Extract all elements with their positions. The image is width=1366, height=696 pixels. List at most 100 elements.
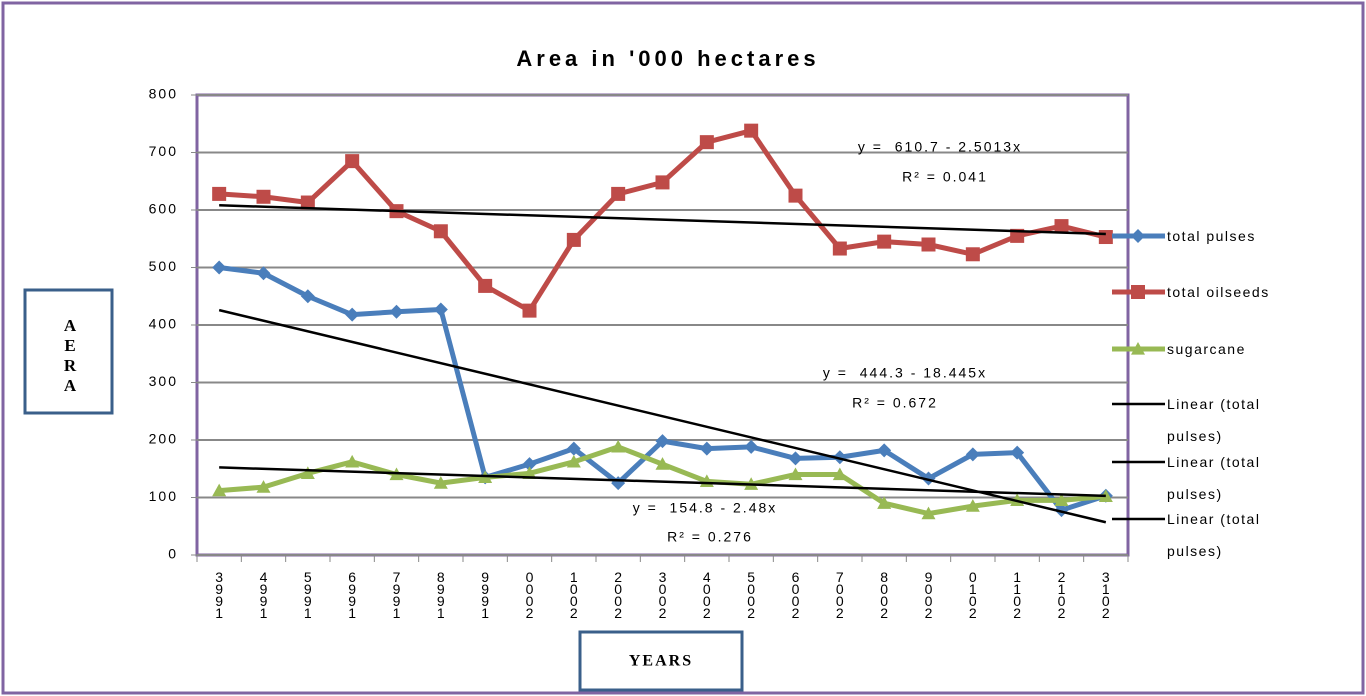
marker xyxy=(433,224,448,239)
marker xyxy=(877,496,892,509)
y-tick-label: 200 xyxy=(149,431,178,447)
x-axis-box xyxy=(578,630,744,692)
marker xyxy=(256,266,271,281)
x-tick-label: 1997 xyxy=(393,569,401,621)
chart-title: Area in '000 hectares xyxy=(516,46,819,71)
trend-r2: R² = 0.672 xyxy=(852,395,938,411)
marker xyxy=(300,466,315,479)
marker xyxy=(744,439,759,454)
marker xyxy=(832,467,847,481)
x-tick-label: 2009 xyxy=(925,569,933,621)
y-tick-label: 500 xyxy=(149,258,178,274)
y-tick-label: 300 xyxy=(149,373,178,389)
x-tick-label: 2013 xyxy=(1102,569,1110,621)
marker xyxy=(1131,285,1145,299)
trend-equation: y = 444.3 - 18.445x xyxy=(823,365,987,381)
trend-r2: R² = 0.041 xyxy=(902,169,988,185)
marker xyxy=(611,186,626,201)
marker xyxy=(921,471,936,486)
legend-label: total oilseeds xyxy=(1167,284,1270,300)
marker xyxy=(256,189,271,204)
trend-r2: R² = 0.276 xyxy=(667,529,753,545)
marker xyxy=(389,304,404,319)
x-tick-label: 2006 xyxy=(792,569,800,621)
marker xyxy=(345,307,360,322)
marker xyxy=(522,457,537,472)
x-tick-label: 1995 xyxy=(304,569,312,621)
marker xyxy=(522,303,537,318)
y-tick-label: 800 xyxy=(149,86,178,102)
y-tick-label: 100 xyxy=(149,488,178,504)
marker xyxy=(611,439,626,453)
marker xyxy=(433,302,448,317)
marker xyxy=(1098,230,1113,245)
marker xyxy=(433,476,448,489)
x-tick-label: 2011 xyxy=(1013,569,1021,621)
marker xyxy=(788,188,803,203)
marker xyxy=(877,443,892,458)
x-tick-label: 2001 xyxy=(570,569,578,621)
marker xyxy=(522,466,537,479)
x-axis-label: YEARS xyxy=(629,653,693,670)
marker xyxy=(345,454,360,468)
marker xyxy=(1131,342,1145,355)
trendline xyxy=(219,466,1106,498)
marker xyxy=(788,451,803,466)
marker xyxy=(655,434,670,449)
marker xyxy=(655,175,670,190)
trendline xyxy=(219,204,1106,236)
legend-label: Linear (total pulses) xyxy=(1167,396,1261,444)
marker xyxy=(300,289,315,304)
marker xyxy=(744,123,759,138)
marker xyxy=(788,467,803,481)
marker xyxy=(921,506,936,520)
marker xyxy=(1010,445,1025,460)
x-tick-label: 1994 xyxy=(260,569,268,621)
marker xyxy=(212,186,227,201)
marker xyxy=(566,454,581,468)
marker xyxy=(655,457,670,470)
legend-label: sugarcane xyxy=(1167,341,1246,357)
marker xyxy=(478,278,493,293)
x-tick-label: 2004 xyxy=(703,569,711,621)
x-tick-label: 2005 xyxy=(747,569,755,621)
marker xyxy=(1054,493,1069,506)
marker xyxy=(212,260,227,275)
marker xyxy=(1054,219,1069,234)
y-tick-label: 600 xyxy=(149,201,178,217)
x-tick-label: 1993 xyxy=(215,569,223,621)
trend-equation: y = 610.7 - 2.5013x xyxy=(858,139,1022,155)
marker xyxy=(212,483,227,497)
marker xyxy=(1054,503,1069,518)
marker xyxy=(832,450,847,465)
marker xyxy=(345,154,360,169)
y-axis-box xyxy=(23,288,114,415)
marker xyxy=(921,237,936,252)
x-tick-label: 2002 xyxy=(614,569,622,621)
x-tick-label: 1999 xyxy=(481,569,489,621)
marker xyxy=(300,195,315,210)
marker xyxy=(699,135,714,150)
x-tick-label: 2007 xyxy=(836,569,844,621)
y-tick-label: 700 xyxy=(149,143,178,159)
y-tick-label: 400 xyxy=(149,316,178,332)
x-tick-label: 2000 xyxy=(526,569,534,621)
x-tick-label: 1996 xyxy=(348,569,356,621)
marker xyxy=(256,480,271,493)
marker xyxy=(965,447,980,462)
x-tick-label: 2008 xyxy=(880,569,888,621)
marker xyxy=(965,247,980,262)
x-tick-label: 2003 xyxy=(659,569,667,621)
marker xyxy=(1131,229,1145,243)
trendline xyxy=(218,308,1107,524)
marker xyxy=(832,241,847,256)
legend-label: Linear (total pulses) xyxy=(1167,511,1261,559)
x-tick-label: 2010 xyxy=(969,569,977,621)
marker xyxy=(965,499,980,512)
x-tick-label: 2012 xyxy=(1058,569,1066,621)
x-tick-label: 1998 xyxy=(437,569,445,621)
marker xyxy=(566,441,581,456)
